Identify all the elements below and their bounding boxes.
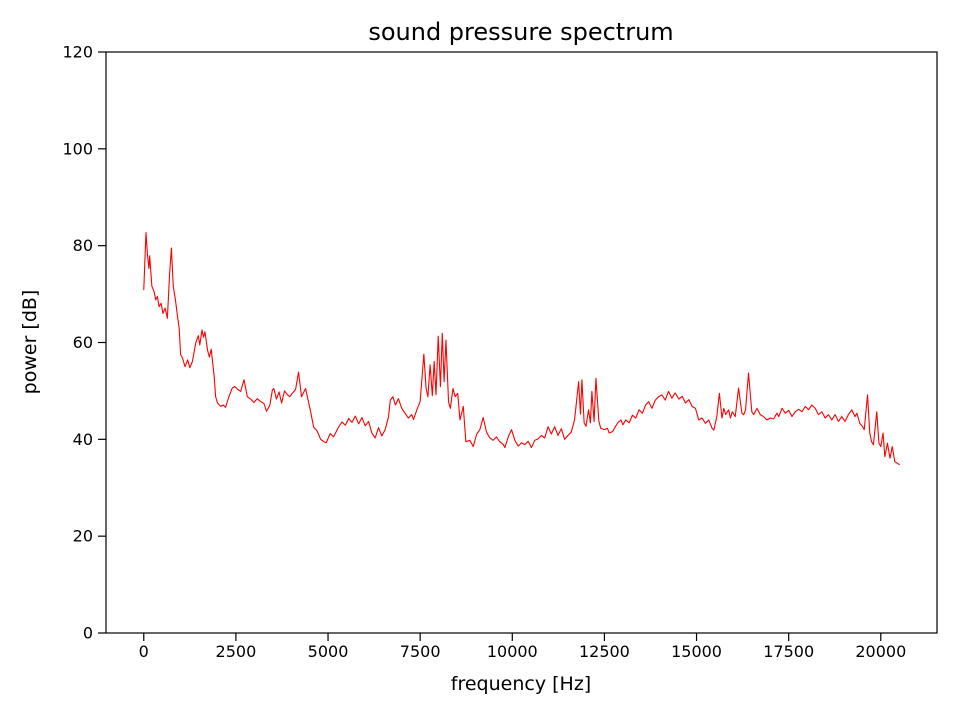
x-tick-label: 7500 xyxy=(400,642,441,661)
x-axis-label: frequency [Hz] xyxy=(451,673,591,695)
x-tick-label: 5000 xyxy=(308,642,349,661)
y-tick-label: 40 xyxy=(73,430,93,449)
x-tick-label: 2500 xyxy=(216,642,257,661)
x-tick-label: 12500 xyxy=(579,642,630,661)
x-tick-label: 0 xyxy=(139,642,149,661)
x-tick-label: 15000 xyxy=(671,642,722,661)
series-group xyxy=(143,232,900,466)
y-tick-label: 60 xyxy=(73,333,93,352)
chart-title: sound pressure spectrum xyxy=(368,18,673,46)
plot-background xyxy=(106,52,937,633)
x-tick-label: 20000 xyxy=(855,642,906,661)
y-tick-label: 120 xyxy=(62,43,93,62)
y-tick-label: 20 xyxy=(73,527,93,546)
y-axis-label: power [dB] xyxy=(19,290,41,395)
y-tick-label: 80 xyxy=(73,236,93,255)
x-tick-label: 10000 xyxy=(487,642,538,661)
spectrum-line xyxy=(143,232,900,466)
ticks-group: 0 2500 5000 7500 10000 12500 15000 17500 20000 0 2… xyxy=(62,43,906,662)
y-tick-label: 0 xyxy=(83,624,93,643)
x-tick-label: 17500 xyxy=(763,642,814,661)
y-tick-label: 100 xyxy=(62,139,93,158)
